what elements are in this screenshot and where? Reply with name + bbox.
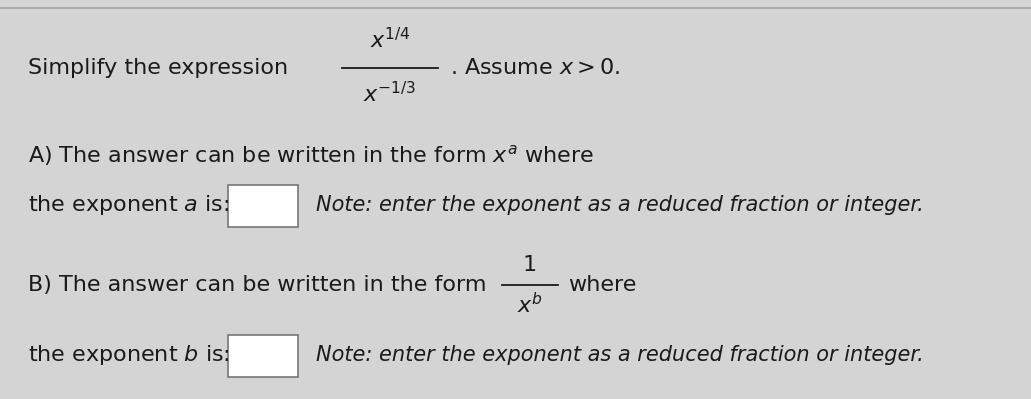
- Text: B) The answer can be written in the form: B) The answer can be written in the form: [28, 275, 487, 295]
- Text: Note: enter the exponent as a reduced fraction or integer.: Note: enter the exponent as a reduced fr…: [315, 195, 924, 215]
- Text: where: where: [568, 275, 636, 295]
- Text: Note: enter the exponent as a reduced fraction or integer.: Note: enter the exponent as a reduced fr…: [315, 345, 924, 365]
- FancyBboxPatch shape: [228, 185, 298, 227]
- FancyBboxPatch shape: [228, 335, 298, 377]
- Text: $x^{b}$: $x^{b}$: [518, 292, 543, 318]
- Text: Simplify the expression: Simplify the expression: [28, 58, 288, 78]
- Text: the exponent $b$ is:: the exponent $b$ is:: [28, 343, 230, 367]
- Text: . Assume $x > 0$.: . Assume $x > 0$.: [450, 58, 621, 78]
- Text: $x^{-1/3}$: $x^{-1/3}$: [363, 81, 417, 107]
- Text: A) The answer can be written in the form $x^{a}$ where: A) The answer can be written in the form…: [28, 142, 594, 168]
- Text: 1: 1: [523, 255, 537, 275]
- Text: the exponent $a$ is:: the exponent $a$ is:: [28, 193, 229, 217]
- Text: $x^{1/4}$: $x^{1/4}$: [369, 28, 410, 53]
